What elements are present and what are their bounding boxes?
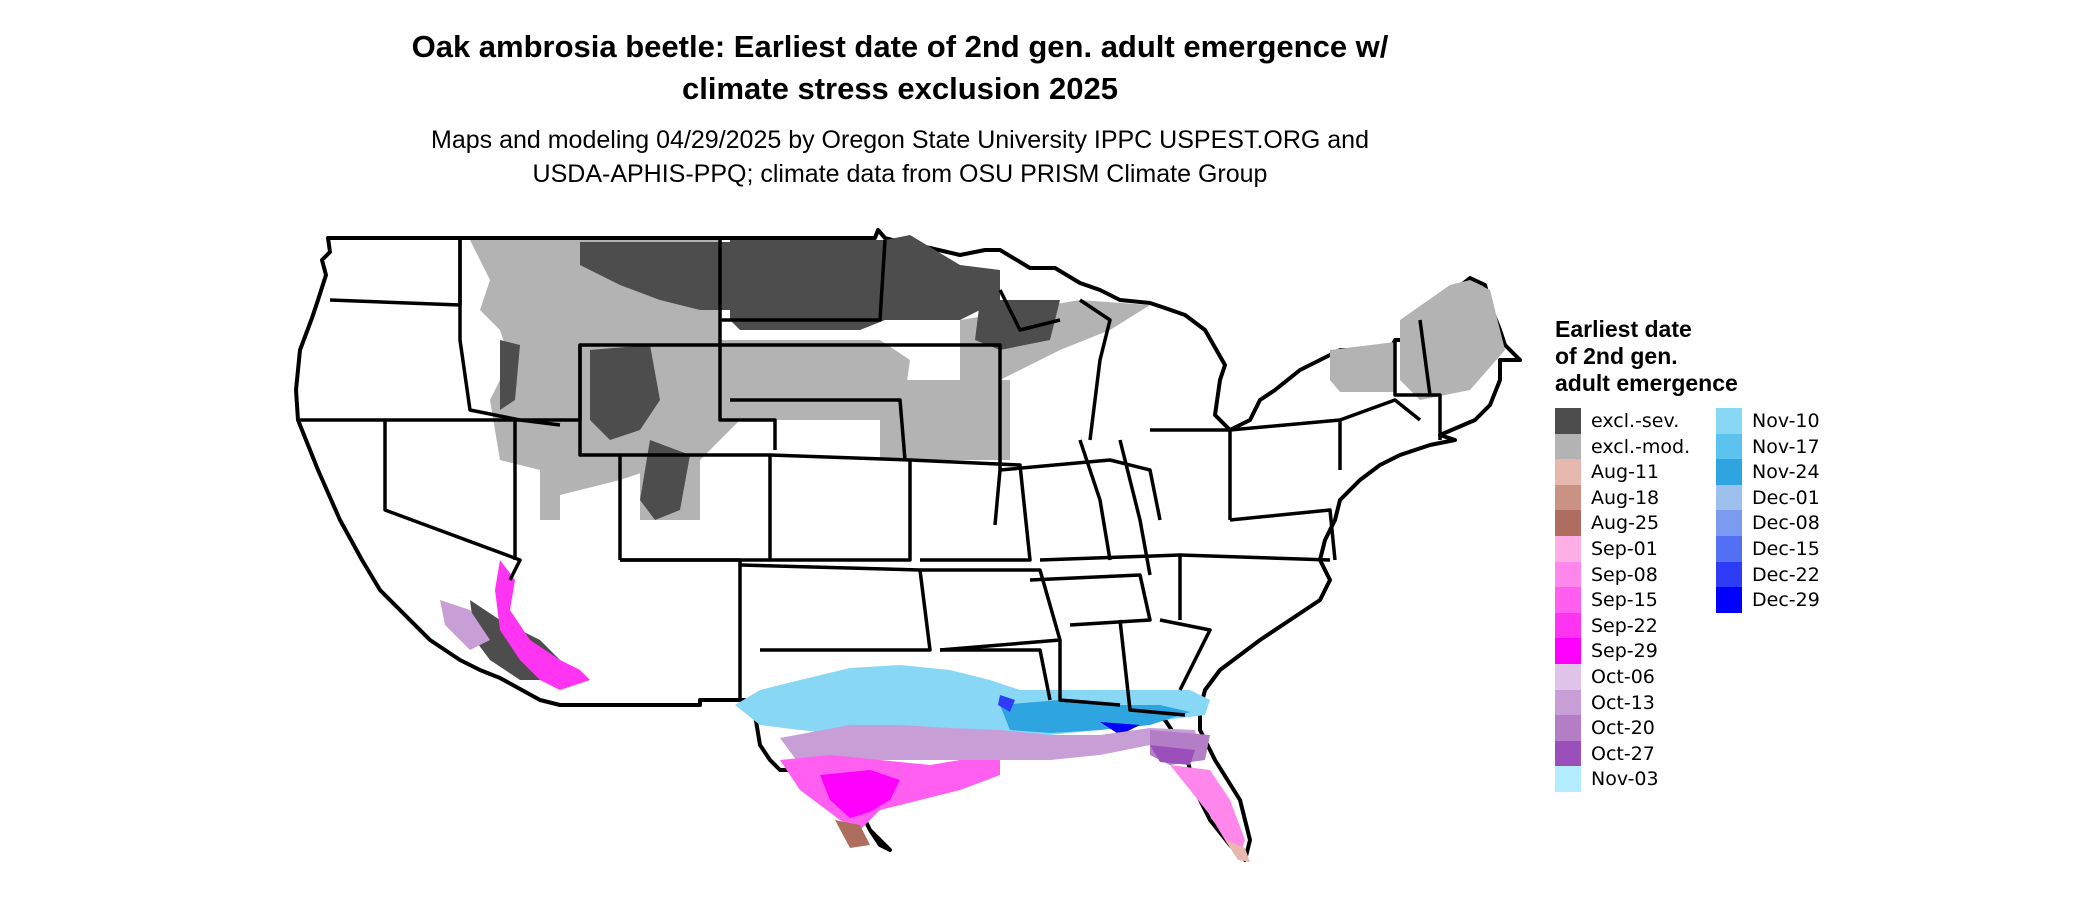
legend-label: excl.-mod. <box>1591 435 1691 458</box>
map-title-line1: Oak ambrosia beetle: Earliest date of 2n… <box>411 29 1389 64</box>
legend-label: Dec-08 <box>1752 512 1820 535</box>
legend-swatch <box>1555 715 1581 741</box>
legend-label: Nov-10 <box>1752 410 1820 432</box>
legend-swatch <box>1716 459 1742 485</box>
legend-label: Aug-11 <box>1591 461 1660 484</box>
legend-swatch <box>1716 587 1742 613</box>
map-subtitle-line2: USDA-APHIS-PPQ; climate data from OSU PR… <box>532 160 1268 188</box>
legend-swatch <box>1555 740 1581 767</box>
legend-label: Sep-22 <box>1591 614 1658 637</box>
legend-swatch <box>1555 612 1581 639</box>
legend-label: Dec-01 <box>1752 486 1820 509</box>
legend-swatch <box>1555 459 1581 485</box>
legend-label: Oct-13 <box>1591 691 1655 714</box>
legend-title-line1: Earliest date <box>1555 316 1692 342</box>
legend-label: excl.-sev. <box>1591 410 1680 432</box>
early-emergence-band <box>780 725 1250 862</box>
legend-label: Nov-24 <box>1752 461 1820 484</box>
legend-label: Sep-01 <box>1591 537 1658 560</box>
legend-swatch <box>1555 587 1581 613</box>
late-emergence-band <box>735 665 1210 740</box>
legend-swatch <box>1716 561 1742 588</box>
legend-swatch <box>1555 638 1581 664</box>
map-title: Oak ambrosia beetle: Earliest date of 2n… <box>360 26 1440 110</box>
legend-label: Aug-25 <box>1591 512 1660 535</box>
legend-swatch <box>1555 408 1581 434</box>
legend-swatch <box>1716 535 1742 562</box>
state-borders <box>300 236 1442 717</box>
southwest-pockets <box>440 560 590 690</box>
legend-swatch <box>1555 510 1581 536</box>
legend-swatch <box>1555 689 1581 716</box>
legend-label: Sep-15 <box>1591 589 1658 612</box>
legend-swatch <box>1555 433 1581 460</box>
legend-title: Earliest date of 2nd gen. adult emergenc… <box>1555 316 1738 397</box>
legend-label: Oct-27 <box>1591 742 1655 765</box>
legend-title-line2: of 2nd gen. <box>1555 343 1678 369</box>
legend-label: Dec-15 <box>1752 537 1820 560</box>
legend-swatch <box>1555 561 1581 588</box>
legend-title-line3: adult emergence <box>1555 370 1738 396</box>
us-map <box>294 228 1522 862</box>
excl-sev-region <box>470 235 1060 680</box>
legend-swatch <box>1555 484 1581 511</box>
map-subtitle-line1: Maps and modeling 04/29/2025 by Oregon S… <box>431 126 1369 154</box>
legend-label: Sep-29 <box>1591 640 1658 663</box>
map-subtitle: Maps and modeling 04/29/2025 by Oregon S… <box>360 123 1440 191</box>
legend-label: Dec-29 <box>1752 589 1820 612</box>
legend-swatch <box>1716 433 1742 460</box>
legend-swatch <box>1555 663 1581 690</box>
legend-label: Oct-06 <box>1591 665 1655 688</box>
legend-label: Dec-22 <box>1752 563 1820 586</box>
legend-swatch <box>1555 766 1581 792</box>
legend-swatch <box>1716 510 1742 536</box>
legend-swatch <box>1716 408 1742 434</box>
map-title-line2: climate stress exclusion 2025 <box>682 71 1118 106</box>
legend-label: Nov-17 <box>1752 435 1820 458</box>
legend-swatch <box>1716 484 1742 511</box>
legend-label: Aug-18 <box>1591 486 1660 509</box>
legend-label: Sep-08 <box>1591 563 1658 586</box>
legend-label: Nov-03 <box>1591 768 1659 791</box>
legend-label: Oct-20 <box>1591 717 1655 740</box>
legend-swatch <box>1555 535 1581 562</box>
